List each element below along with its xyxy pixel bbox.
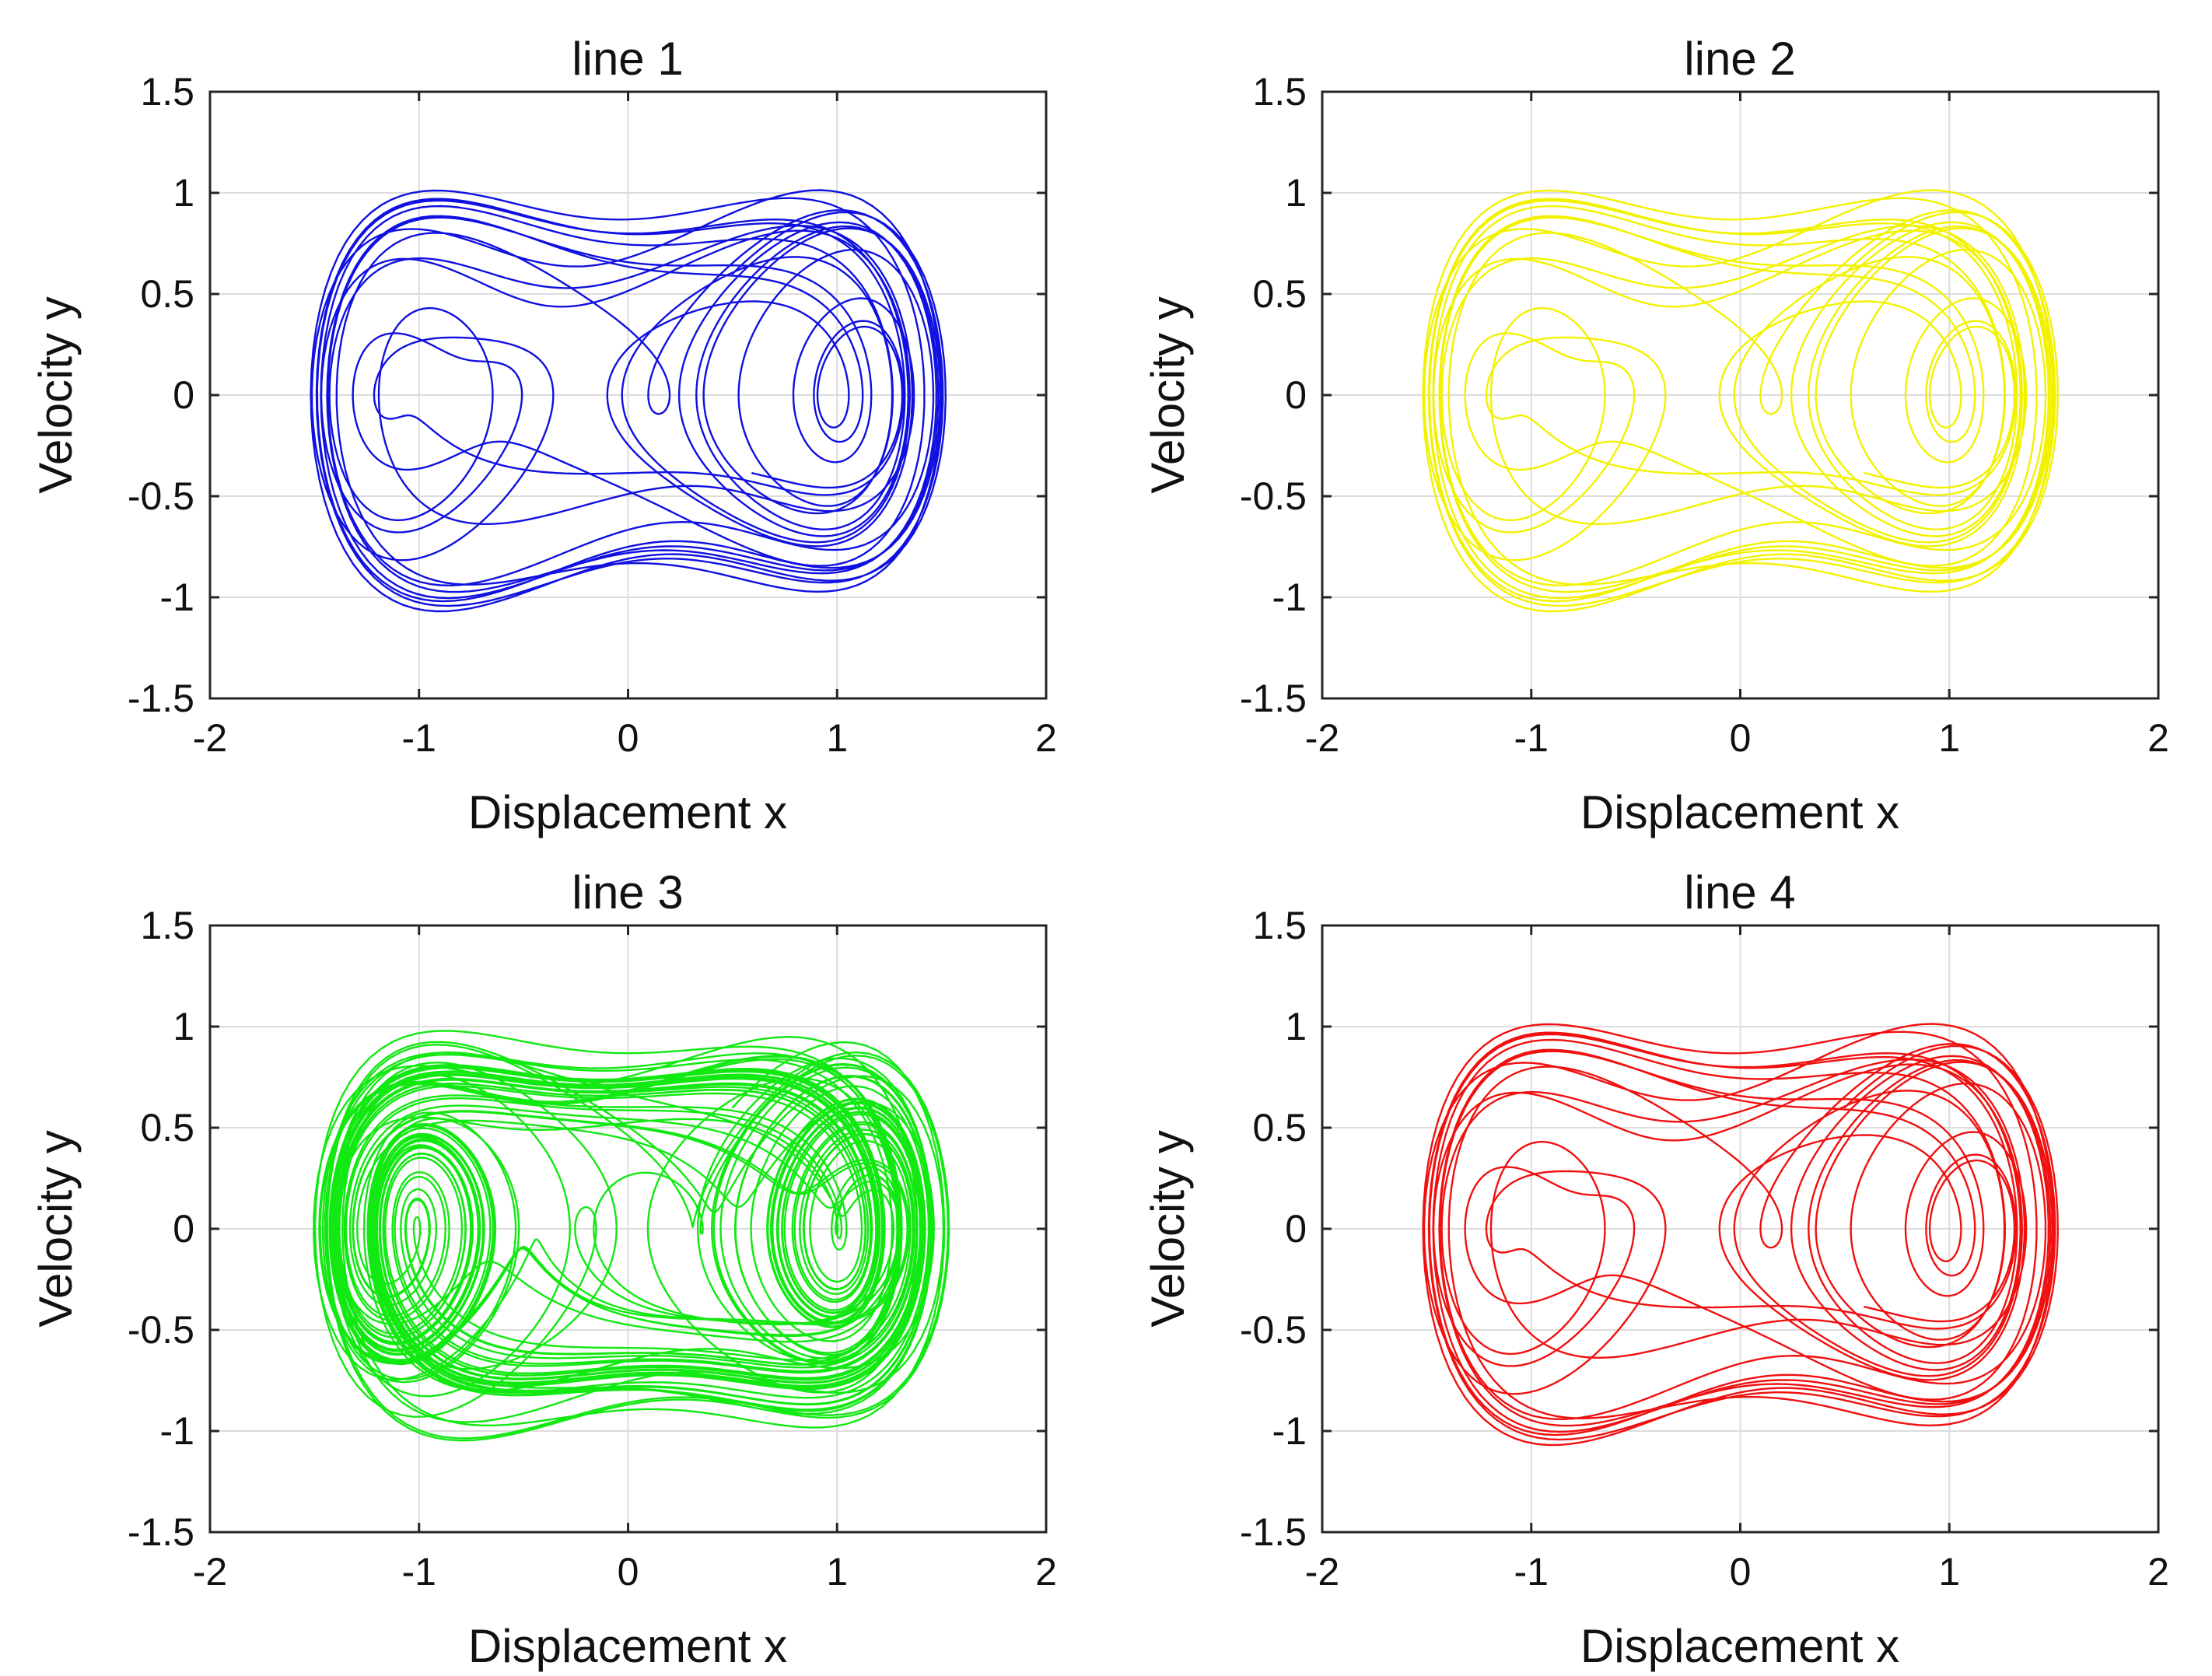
y-tick-label: -1.5: [128, 677, 194, 720]
y-tick-label: -1: [160, 576, 194, 619]
y-tick-label: 1: [173, 171, 194, 215]
x-tick-label: -1: [402, 1550, 436, 1594]
x-tick-label: -2: [193, 716, 227, 760]
x-tick-label: 0: [1730, 716, 1752, 760]
x-axis-label: Displacement x: [1580, 1620, 1899, 1672]
y-tick-label: 1: [1285, 171, 1307, 215]
x-axis-label: Displacement x: [1580, 786, 1899, 838]
x-axis-label: Displacement x: [468, 1620, 787, 1672]
y-tick-label: -1: [1272, 576, 1307, 619]
y-tick-label: -1.5: [1240, 677, 1307, 720]
y-tick-label: -0.5: [1240, 1308, 1307, 1352]
x-tick-label: 0: [1730, 1550, 1752, 1594]
subplot-title: line 4: [1684, 866, 1795, 918]
y-tick-label: 0: [173, 373, 194, 417]
x-tick-label: 0: [618, 716, 639, 760]
x-tick-label: 1: [1938, 716, 1960, 760]
y-tick-label: 0.5: [1252, 272, 1307, 316]
x-tick-label: 0: [618, 1550, 639, 1594]
grid: [1321, 925, 2159, 1533]
y-axis-label: Velocity y: [30, 296, 82, 493]
x-tick-label: -1: [402, 716, 436, 760]
x-tick-label: 1: [826, 716, 848, 760]
grid: [209, 91, 1047, 699]
y-axis-label: Velocity y: [1142, 1130, 1194, 1327]
subplot-title: line 3: [572, 866, 683, 918]
y-tick-label: 1.5: [140, 904, 194, 947]
subplot-line-2: -2 -1 0 1 2 -1.5 -1 -0.5 0 0.5 1 1.5 line 2 Displac…: [1142, 33, 2169, 838]
y-axis-label: Velocity y: [30, 1130, 82, 1327]
ticks: -2 -1 0 1 2 -1.5 -1 -0.5 0 0.5 1 1.5: [128, 904, 1057, 1594]
trace-line-3: [313, 1030, 950, 1442]
x-tick-label: -2: [1305, 716, 1339, 760]
x-axis-label: Displacement x: [468, 786, 787, 838]
y-tick-label: 1.5: [1252, 70, 1307, 114]
subplot-line-4: -2 -1 0 1 2 -1.5 -1 -0.5 0 0.5 1 1.5 line 4 Displac…: [1142, 866, 2169, 1672]
y-tick-label: -1.5: [128, 1510, 194, 1554]
y-tick-label: 0.5: [140, 272, 194, 316]
x-tick-label: -2: [193, 1550, 227, 1594]
x-tick-label: 2: [2147, 1550, 2169, 1594]
x-tick-label: -2: [1305, 1550, 1339, 1594]
trace-line-1: [310, 189, 947, 613]
trajectory-2: [1422, 189, 2059, 613]
trajectory-1: [310, 189, 947, 613]
y-tick-label: -1: [160, 1409, 194, 1453]
trajectory-3: [313, 1030, 950, 1442]
x-tick-label: 2: [1035, 1550, 1057, 1594]
y-tick-label: 0.5: [140, 1106, 194, 1149]
y-axis-label: Velocity y: [1142, 296, 1194, 493]
x-tick-label: 2: [1035, 716, 1057, 760]
subplot-line-1: -2 -1 0 1 2 -1.5 -1 -0.5 0 0.5 1 1.5 line 1 Displac…: [30, 33, 1057, 838]
x-tick-label: -1: [1514, 716, 1549, 760]
ticks: -2 -1 0 1 2 -1.5 -1 -0.5 0 0.5 1 1.5: [1240, 904, 2169, 1594]
y-tick-label: 1.5: [140, 70, 194, 114]
y-tick-label: 1.5: [1252, 904, 1307, 947]
trace-line-2: [1422, 189, 2059, 613]
trace-line-4: [1422, 1023, 2059, 1447]
grid: [1321, 91, 2159, 699]
y-tick-label: 0: [173, 1207, 194, 1251]
ticks: -2 -1 0 1 2 -1.5 -1 -0.5 0 0.5 1 1.5: [1240, 70, 2169, 760]
subplot-title: line 1: [572, 33, 683, 85]
y-tick-label: -0.5: [128, 474, 194, 518]
x-tick-label: 1: [1938, 1550, 1960, 1594]
x-tick-label: 2: [2147, 716, 2169, 760]
y-tick-label: 0.5: [1252, 1106, 1307, 1149]
y-tick-label: -0.5: [128, 1308, 194, 1352]
y-tick-label: 1: [173, 1005, 194, 1048]
y-tick-label: 1: [1285, 1005, 1307, 1048]
y-tick-label: -0.5: [1240, 474, 1307, 518]
trajectory-4: [1422, 1023, 2059, 1447]
ticks: -2 -1 0 1 2 -1.5 -1 -0.5 0 0.5 1 1.5: [128, 70, 1057, 760]
subplot-line-3: -2 -1 0 1 2 -1.5 -1 -0.5 0 0.5 1 1.5 line 3 Displac…: [30, 866, 1057, 1672]
y-tick-label: -1.5: [1240, 1510, 1307, 1554]
y-tick-label: -1: [1272, 1409, 1307, 1453]
y-tick-label: 0: [1285, 373, 1307, 417]
x-tick-label: -1: [1514, 1550, 1549, 1594]
x-tick-label: 1: [826, 1550, 848, 1594]
y-tick-label: 0: [1285, 1207, 1307, 1251]
subplot-title: line 2: [1684, 33, 1795, 85]
